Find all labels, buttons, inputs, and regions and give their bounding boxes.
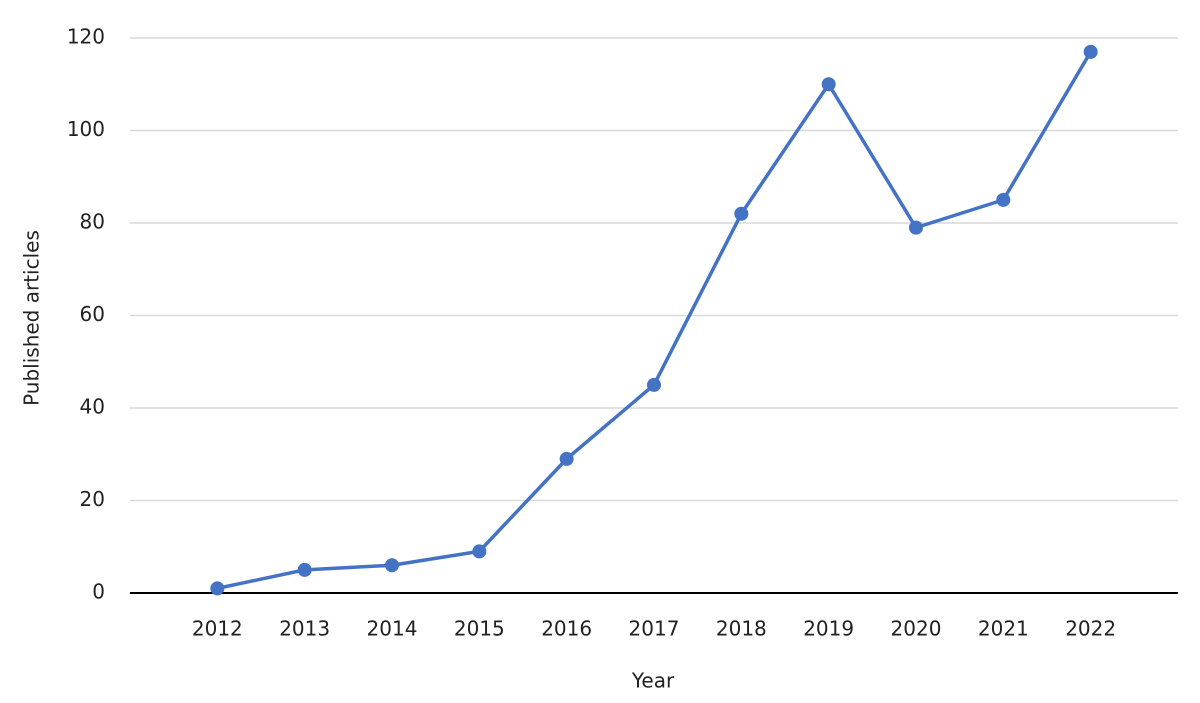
point <box>210 581 225 596</box>
y-tick-label: 100 <box>67 117 105 141</box>
point <box>297 562 312 577</box>
x-tick-label: 2019 <box>803 617 854 641</box>
point <box>385 558 399 573</box>
point <box>734 206 749 221</box>
x-tick-label: 2012 <box>192 617 243 641</box>
point <box>647 377 661 392</box>
point <box>559 451 574 466</box>
x-tick-label: 2021 <box>978 617 1029 641</box>
y-tick-label: 60 <box>80 302 105 326</box>
x-tick-label: 2020 <box>891 617 942 641</box>
line <box>216 50 1093 591</box>
x-tick-label: 2022 <box>1065 617 1116 641</box>
y-tick-label: 40 <box>80 395 105 419</box>
point <box>1083 44 1098 59</box>
x-tick-label: 2015 <box>454 617 505 641</box>
y-tick-label: 20 <box>80 487 105 511</box>
x-tick-label: 2018 <box>716 617 767 641</box>
x-tick-label: 2016 <box>541 617 592 641</box>
point <box>821 77 836 92</box>
x-tick-label: 2013 <box>279 617 330 641</box>
x-axis-title: Year <box>631 669 675 693</box>
x-tick-label: 2017 <box>629 617 680 641</box>
x-tick-label: 2014 <box>367 617 418 641</box>
y-tick-label: 80 <box>80 210 105 234</box>
y-tick-label: 0 <box>92 580 105 604</box>
point <box>472 544 487 559</box>
y-axis-title: Published articles <box>20 230 44 406</box>
y-tick-label: 120 <box>67 25 105 49</box>
point <box>996 192 1011 207</box>
point <box>909 220 923 235</box>
